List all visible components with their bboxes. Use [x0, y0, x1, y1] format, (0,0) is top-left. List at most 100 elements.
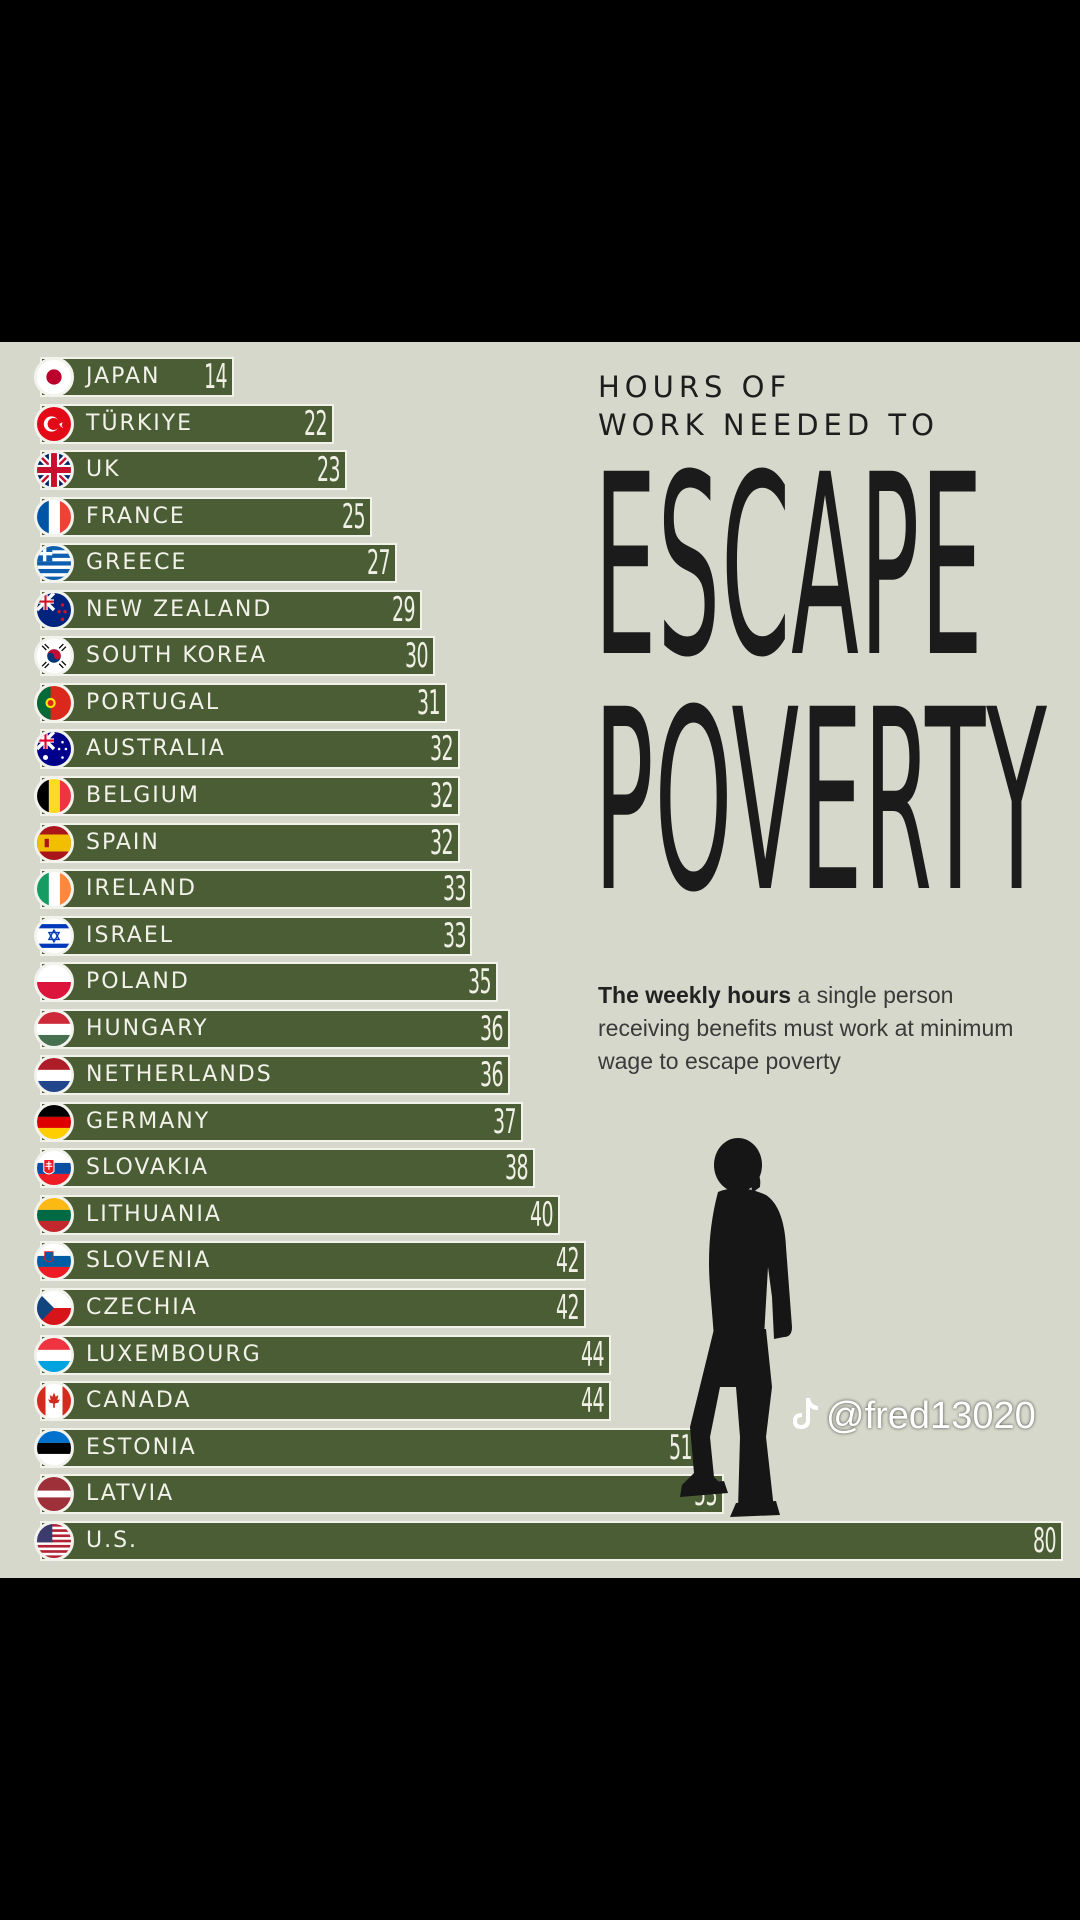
bar-greece: 27 — [40, 543, 398, 584]
category-label: SLOVENIA — [86, 1248, 212, 1274]
bar-luxembourg: 44 — [40, 1334, 611, 1375]
bar-uk: 23 — [40, 450, 347, 491]
bar-value-label: 44 — [580, 1381, 605, 1422]
bar-value-label: 42 — [555, 1241, 580, 1282]
category-label: NETHERLANDS — [86, 1062, 273, 1088]
bar-value-label: 32 — [430, 822, 454, 863]
bar-latvia: 53 — [40, 1474, 724, 1515]
bar-value-label: 42 — [555, 1288, 580, 1328]
category-label: GREECE — [86, 550, 188, 576]
category-label: TÜRKIYE — [86, 410, 194, 436]
lithuania-flag-icon — [34, 1194, 74, 1235]
slovenia-flag-icon — [34, 1241, 74, 1282]
poland-flag-icon — [34, 962, 74, 1003]
category-label: CANADA — [86, 1388, 192, 1414]
category-label: LUXEMBOURG — [86, 1341, 262, 1367]
bar-value-label: 32 — [430, 775, 454, 816]
tiktok-logo-icon — [793, 1398, 818, 1429]
bar-poland: 35 — [40, 962, 498, 1003]
bar-value-label: 38 — [505, 1148, 529, 1189]
south-korea-flag-icon — [34, 636, 74, 677]
chart-title-small: HOURS OF WORK NEEDED TO — [598, 368, 1018, 444]
bar-value-label: 37 — [492, 1101, 517, 1142]
infographic-poster: 14 JAPAN 22 TÜRKIYE 23 UK 25 FRANCE 27 GREECE 29 NE… — [0, 342, 1080, 1578]
bar-japan: 14 — [40, 357, 234, 397]
estonia-flag-icon — [34, 1427, 74, 1468]
france-flag-icon — [34, 496, 74, 537]
category-label: GERMANY — [86, 1108, 211, 1134]
portugal-flag-icon — [34, 682, 74, 723]
luxembourg-flag-icon — [34, 1334, 74, 1375]
subtitle-bold: The weekly hours — [598, 982, 792, 1008]
bar-value-label: 27 — [367, 543, 391, 584]
usa-flag-icon — [34, 1520, 74, 1561]
title-line-1: HOURS OF — [598, 370, 792, 404]
category-label: SOUTH KOREA — [86, 643, 268, 669]
title-line-2: WORK NEEDED TO — [598, 408, 939, 442]
bar-portugal: 31 — [40, 682, 448, 723]
title-escape: ESCAPE — [594, 421, 984, 712]
category-label: AUSTRALIA — [86, 736, 226, 762]
category-label: POLAND — [86, 969, 190, 995]
bar-france: 25 — [40, 496, 372, 537]
japan-flag-icon — [34, 357, 74, 397]
hungary-flag-icon — [34, 1008, 74, 1049]
bar-value-label: 36 — [480, 1055, 504, 1096]
bar-australia: 32 — [40, 729, 460, 770]
bar-belgium: 32 — [40, 775, 460, 816]
category-label: ISRAEL — [86, 922, 175, 948]
bar-value-label: 44 — [580, 1334, 605, 1375]
category-label: JAPAN — [86, 364, 161, 389]
latvia-flag-icon — [34, 1474, 74, 1515]
category-label: CZECHIA — [86, 1295, 198, 1320]
bar-slovenia: 42 — [40, 1241, 586, 1282]
israel-flag-icon — [34, 915, 74, 956]
slovakia-flag-icon — [34, 1148, 74, 1189]
bar-israel: 33 — [40, 915, 473, 956]
bar-value-label: 23 — [316, 450, 341, 491]
category-label: UK — [86, 457, 121, 483]
greece-flag-icon — [34, 543, 74, 584]
bar-spain: 32 — [40, 822, 460, 863]
category-label: FRANCE — [86, 503, 186, 529]
category-label: SPAIN — [86, 829, 160, 855]
belgium-flag-icon — [34, 775, 74, 816]
spain-flag-icon — [34, 822, 74, 863]
watermark-text: @fred13020 — [826, 1395, 1036, 1437]
bar-value-label: 36 — [480, 1008, 504, 1049]
category-label: PORTUGAL — [86, 689, 221, 715]
bar-value-label: 25 — [342, 496, 366, 537]
bar-hungary: 36 — [40, 1008, 511, 1049]
bar-value-label: 33 — [442, 869, 467, 910]
germany-flag-icon — [34, 1101, 74, 1142]
category-label: HUNGARY — [86, 1015, 209, 1041]
category-label: SLOVAKIA — [86, 1155, 210, 1181]
bar-value-label: 40 — [530, 1194, 554, 1235]
turkey-flag-icon — [34, 403, 74, 444]
bar-turkey: 22 — [40, 403, 335, 444]
bar-value-label: 51 — [668, 1427, 693, 1468]
bar-value-label: 80 — [1032, 1520, 1057, 1561]
bar-value-label: 31 — [417, 682, 441, 723]
subtitle-rest: a single person receiving benefits must … — [598, 982, 1014, 1074]
bar-value-label: 29 — [392, 589, 416, 630]
category-label: NEW ZEALAND — [86, 596, 273, 622]
bar-value-label: 33 — [442, 915, 467, 956]
bar-canada: 44 — [40, 1381, 611, 1422]
czechia-flag-icon — [34, 1288, 74, 1328]
ireland-flag-icon — [34, 869, 74, 910]
category-label: ESTONIA — [86, 1434, 197, 1460]
bar-czechia: 42 — [40, 1288, 586, 1328]
category-label: LITHUANIA — [86, 1201, 222, 1227]
bar-usa: 80 — [40, 1520, 1063, 1561]
walking-man-silhouette — [680, 1138, 792, 1517]
bar-new-zealand: 29 — [40, 589, 423, 630]
netherlands-flag-icon — [34, 1055, 74, 1096]
bar-value-label: 14 — [203, 357, 228, 397]
category-label: IRELAND — [86, 876, 197, 902]
tiktok-watermark: @fred13020 — [790, 1395, 1036, 1438]
chart-subtitle: The weekly hours a single person receivi… — [598, 979, 1018, 1078]
bar-value-label: 32 — [430, 729, 454, 770]
bar-lithuania: 40 — [40, 1194, 561, 1235]
bar-germany: 37 — [40, 1101, 523, 1142]
